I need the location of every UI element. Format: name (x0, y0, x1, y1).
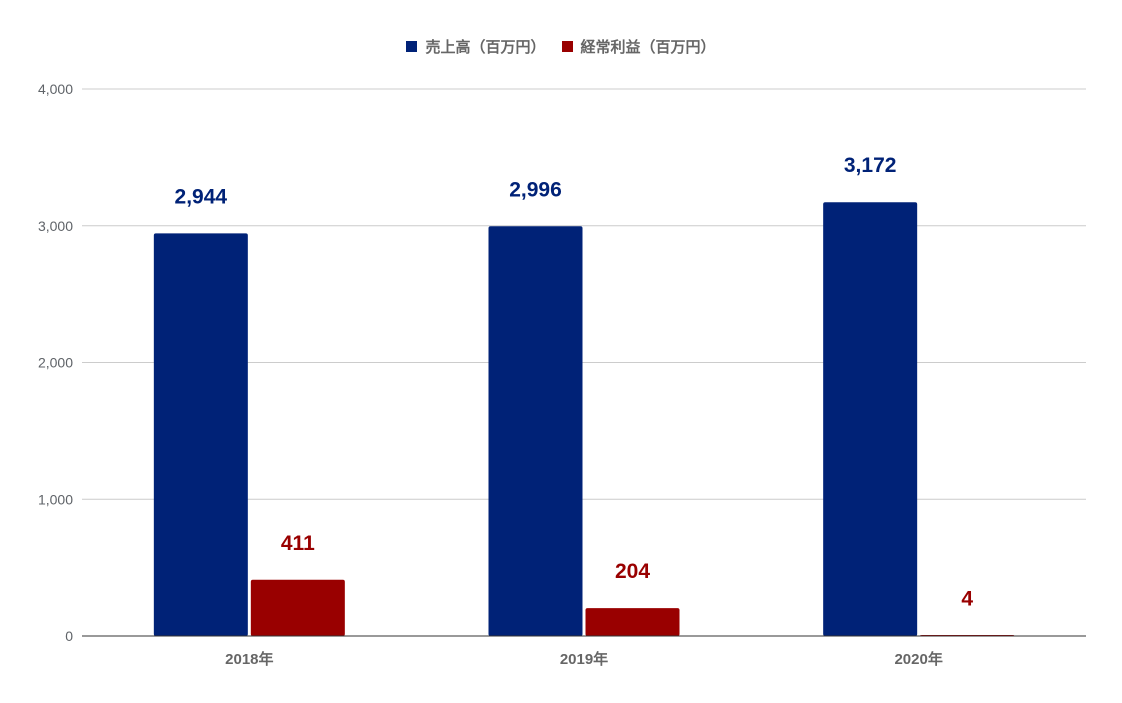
y-tick-label: 4,000 (38, 81, 73, 97)
bar-sales (488, 226, 583, 636)
bar-ordinary-profit (250, 579, 345, 636)
data-label: 2,944 (175, 185, 228, 208)
data-label: 3,172 (844, 154, 897, 177)
bar-ordinary-profit (585, 608, 680, 636)
legend-label-sales: 売上高（百万円） (425, 39, 546, 56)
legend: 売上高（百万円） 経常利益（百万円） (0, 36, 1122, 57)
y-tick-label: 0 (65, 628, 73, 644)
legend-swatch-ordinary-profit (561, 41, 573, 52)
y-tick-label: 3,000 (38, 218, 73, 234)
data-label: 4 (961, 587, 973, 610)
legend-label-ordinary-profit: 経常利益（百万円） (580, 39, 716, 56)
bar-sales (823, 202, 918, 636)
data-label: 204 (615, 560, 650, 583)
bar-sales (153, 233, 248, 636)
legend-item-sales: 売上高（百万円） (406, 36, 546, 57)
x-tick-label: 2019年 (560, 650, 608, 668)
x-tick-label: 2020年 (894, 650, 942, 668)
legend-swatch-sales (406, 41, 418, 52)
x-tick-label: 2018年 (225, 650, 273, 668)
data-label: 411 (281, 532, 315, 555)
y-tick-label: 1,000 (38, 491, 73, 507)
data-label: 2,996 (509, 178, 562, 201)
y-tick-label: 2,000 (38, 355, 73, 371)
legend-item-ordinary-profit: 経常利益（百万円） (561, 36, 716, 57)
